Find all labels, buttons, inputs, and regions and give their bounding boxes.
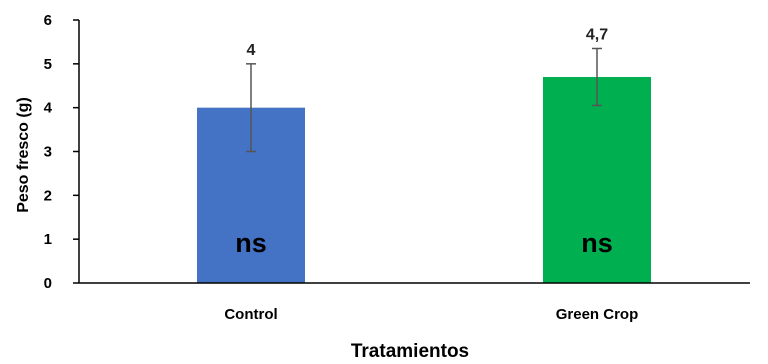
y-tick-label: 5 — [44, 56, 52, 73]
y-tick-label: 0 — [44, 275, 52, 292]
x-tick-label: Green Crop — [556, 306, 639, 323]
bar — [543, 76, 651, 283]
significance-label: ns — [581, 228, 613, 258]
significance-label: ns — [235, 228, 267, 258]
x-tick-label: Control — [224, 306, 277, 323]
y-tick-label: 4 — [44, 100, 53, 117]
bar-group-control: 4 ns Control — [197, 42, 305, 323]
y-tick-label: 3 — [44, 144, 52, 161]
x-axis-title: Tratamientos — [351, 341, 469, 362]
data-label: 4,7 — [586, 26, 608, 43]
y-axis-title: Peso fresco (g) — [15, 97, 32, 213]
y-axis-ticks: 0 1 2 3 4 5 6 — [44, 12, 79, 292]
bars: 4 ns Control 4,7 ns Green Crop — [197, 26, 651, 323]
y-tick-label: 2 — [44, 187, 52, 204]
y-tick-label: 6 — [44, 12, 52, 29]
bar-group-green-crop: 4,7 ns Green Crop — [543, 26, 651, 323]
y-tick-label: 1 — [44, 231, 52, 248]
data-label: 4 — [247, 42, 256, 59]
